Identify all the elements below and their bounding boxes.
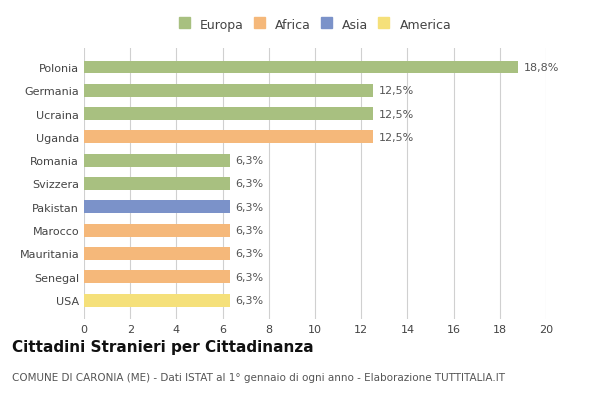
Bar xyxy=(84,294,230,307)
Bar xyxy=(84,224,230,237)
Bar xyxy=(84,85,373,97)
Text: 6,3%: 6,3% xyxy=(235,249,263,259)
Bar xyxy=(84,201,230,214)
Text: 6,3%: 6,3% xyxy=(235,226,263,236)
Text: 6,3%: 6,3% xyxy=(235,295,263,306)
Bar xyxy=(84,108,373,121)
Bar xyxy=(84,247,230,260)
Bar xyxy=(84,131,373,144)
Bar xyxy=(84,154,230,167)
Text: 12,5%: 12,5% xyxy=(379,86,414,96)
Legend: Europa, Africa, Asia, America: Europa, Africa, Asia, America xyxy=(175,15,455,35)
Text: 6,3%: 6,3% xyxy=(235,156,263,166)
Bar xyxy=(84,178,230,191)
Text: 6,3%: 6,3% xyxy=(235,272,263,282)
Text: 18,8%: 18,8% xyxy=(524,63,559,73)
Text: 6,3%: 6,3% xyxy=(235,179,263,189)
Bar xyxy=(84,271,230,283)
Bar xyxy=(84,61,518,74)
Text: 12,5%: 12,5% xyxy=(379,109,414,119)
Text: COMUNE DI CARONIA (ME) - Dati ISTAT al 1° gennaio di ogni anno - Elaborazione TU: COMUNE DI CARONIA (ME) - Dati ISTAT al 1… xyxy=(12,372,505,382)
Text: 6,3%: 6,3% xyxy=(235,202,263,212)
Text: Cittadini Stranieri per Cittadinanza: Cittadini Stranieri per Cittadinanza xyxy=(12,339,314,355)
Text: 12,5%: 12,5% xyxy=(379,133,414,142)
